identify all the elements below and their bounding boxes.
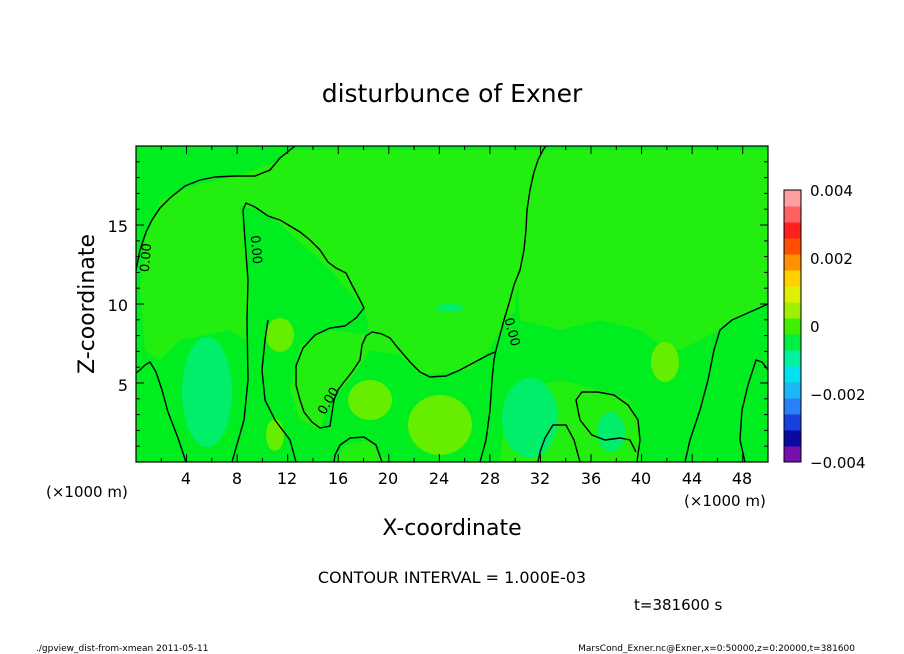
contour-line	[136, 146, 296, 271]
x-tick-label: 16	[328, 469, 348, 488]
colorbar-label: −0.002	[810, 386, 866, 404]
colorbar-frame	[783, 189, 802, 463]
colorbar-segment	[784, 318, 801, 335]
x-tick-label: 8	[232, 469, 242, 488]
colorbar-label: 0.002	[810, 250, 853, 268]
contour-line	[739, 359, 768, 462]
colorbar	[784, 190, 801, 463]
x-tick-label: 32	[530, 469, 550, 488]
positive-region	[335, 440, 390, 462]
colorbar-segment	[784, 398, 801, 415]
colorbar-segment	[784, 270, 801, 287]
x-tick-label: 20	[378, 469, 398, 488]
colorbar-segment	[784, 222, 801, 239]
colorbar-label: 0	[810, 318, 820, 336]
colorbar-segment	[784, 238, 801, 255]
colorbar-segment	[784, 430, 801, 447]
colorbar-segment	[784, 382, 801, 399]
colorbar-segment	[784, 366, 801, 383]
x-unit-label-left: (×1000 m)	[46, 483, 128, 501]
negative-blob	[502, 378, 558, 458]
contour-line	[136, 361, 187, 462]
positive-blob	[651, 342, 679, 382]
footer-left: ./gpview_dist-from-xmean 2011-05-11	[36, 644, 208, 654]
colorbar-segment	[784, 206, 801, 223]
y-tick-label: 15	[108, 217, 128, 236]
chart-title: disturbunce of Exner	[322, 79, 583, 108]
contour-line	[333, 436, 383, 462]
footer-right: MarsCond_Exner.nc@Exner,x=0:50000,z=0:20…	[578, 644, 855, 654]
contour-line	[537, 424, 581, 462]
contour-label: 0.00	[138, 243, 155, 273]
colorbar-label: 0.004	[810, 182, 853, 200]
x-tick-label: 36	[581, 469, 601, 488]
x-tick-label: 24	[429, 469, 449, 488]
positive-blob	[348, 380, 392, 420]
x-axis-title: X-coordinate	[382, 516, 521, 541]
positive-region	[140, 150, 540, 430]
y-tick-label: 10	[108, 296, 128, 315]
time-note: t=381600 s	[634, 596, 722, 614]
colorbar-segment	[784, 190, 801, 207]
x-tick-label: 28	[480, 469, 500, 488]
y-axis-title: Z-coordinate	[75, 234, 100, 374]
y-tick-label: 5	[118, 376, 128, 395]
x-tick-label: 40	[631, 469, 651, 488]
x-tick-label: 12	[277, 469, 297, 488]
x-tick-label: 4	[181, 469, 191, 488]
plot-area: 0.00 0.00 0.00 0.00	[136, 146, 768, 462]
colorbar-segment	[784, 254, 801, 271]
negative-blob	[597, 412, 625, 452]
colorbar-segment	[784, 286, 801, 303]
contour-label: 0.00	[247, 235, 264, 265]
positive-blob	[266, 318, 294, 352]
negative-blob	[436, 304, 464, 312]
contour-line	[231, 202, 496, 462]
colorbar-segment	[784, 350, 801, 367]
positive-region	[515, 150, 768, 350]
colorbar-segment	[784, 414, 801, 431]
positive-blob	[408, 395, 472, 455]
contour-line	[479, 146, 547, 462]
x-unit-label-right: (×1000 m)	[684, 492, 766, 510]
x-tick-label: 44	[682, 469, 702, 488]
colorbar-segment	[784, 302, 801, 319]
positive-blob	[266, 419, 284, 451]
axis-ticks	[136, 146, 768, 462]
colorbar-segment	[784, 334, 801, 351]
contour-label: 0.00	[500, 316, 522, 348]
colorbar-label: −0.004	[810, 454, 866, 472]
negative-blob	[182, 337, 232, 447]
contour-line	[575, 391, 641, 462]
contour-line	[684, 303, 768, 462]
contour-line	[261, 319, 297, 462]
colorbar-segment	[784, 446, 801, 463]
contour-interval-note: CONTOUR INTERVAL = 1.000E-03	[318, 568, 586, 587]
x-tick-label: 48	[732, 469, 752, 488]
